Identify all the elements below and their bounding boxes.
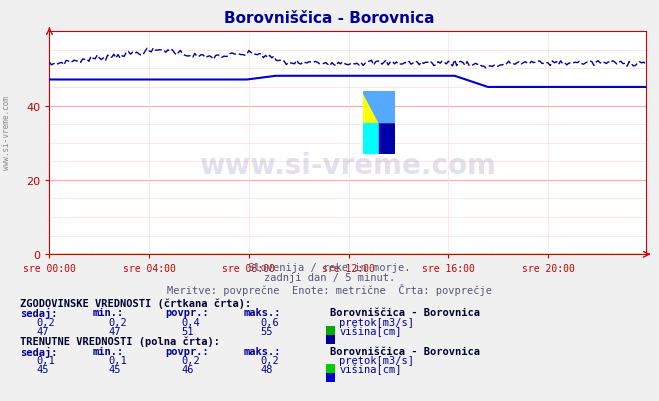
Text: min.:: min.: (92, 308, 123, 318)
Text: pretok[m3/s]: pretok[m3/s] (339, 355, 415, 365)
Text: višina[cm]: višina[cm] (339, 364, 402, 375)
Text: 45: 45 (109, 364, 121, 374)
Text: 55: 55 (260, 326, 273, 336)
Text: povpr.:: povpr.: (165, 346, 208, 356)
Polygon shape (379, 92, 395, 124)
Text: sedaj:: sedaj: (20, 308, 57, 318)
Text: 0,1: 0,1 (36, 355, 55, 365)
Text: zadnji dan / 5 minut.: zadnji dan / 5 minut. (264, 273, 395, 283)
Text: sedaj:: sedaj: (20, 346, 57, 356)
Text: maks.:: maks.: (244, 346, 281, 356)
Text: 48: 48 (260, 364, 273, 374)
Text: 46: 46 (181, 364, 194, 374)
Text: www.si-vreme.com: www.si-vreme.com (199, 152, 496, 180)
Bar (362, 124, 379, 154)
Text: Borovniščica - Borovnica: Borovniščica - Borovnica (224, 11, 435, 26)
Text: 51: 51 (181, 326, 194, 336)
Text: 0,2: 0,2 (36, 317, 55, 327)
Text: višina[cm]: višina[cm] (339, 326, 402, 336)
Text: 47: 47 (36, 326, 49, 336)
Text: Meritve: povprečne  Enote: metrične  Črta: povprečje: Meritve: povprečne Enote: metrične Črta:… (167, 284, 492, 296)
Text: pretok[m3/s]: pretok[m3/s] (339, 317, 415, 327)
Text: 47: 47 (109, 326, 121, 336)
Text: TRENUTNE VREDNOSTI (polna črta):: TRENUTNE VREDNOSTI (polna črta): (20, 336, 219, 346)
Text: 0,1: 0,1 (109, 355, 127, 365)
Text: 0,2: 0,2 (109, 317, 127, 327)
Text: 0,2: 0,2 (260, 355, 279, 365)
Bar (362, 92, 379, 124)
Text: 0,2: 0,2 (181, 355, 200, 365)
Text: ZGODOVINSKE VREDNOSTI (črtkana črta):: ZGODOVINSKE VREDNOSTI (črtkana črta): (20, 298, 251, 308)
Text: min.:: min.: (92, 346, 123, 356)
Text: maks.:: maks.: (244, 308, 281, 318)
Text: 0,6: 0,6 (260, 317, 279, 327)
Text: 0,4: 0,4 (181, 317, 200, 327)
Text: www.si-vreme.com: www.si-vreme.com (2, 95, 11, 169)
Text: Slovenija / reke in morje.: Slovenija / reke in morje. (248, 262, 411, 272)
Text: Borovniščica - Borovnica: Borovniščica - Borovnica (330, 308, 480, 318)
Text: 45: 45 (36, 364, 49, 374)
Text: povpr.:: povpr.: (165, 308, 208, 318)
Text: Borovniščica - Borovnica: Borovniščica - Borovnica (330, 346, 480, 356)
Bar (379, 124, 395, 154)
Polygon shape (362, 92, 395, 124)
